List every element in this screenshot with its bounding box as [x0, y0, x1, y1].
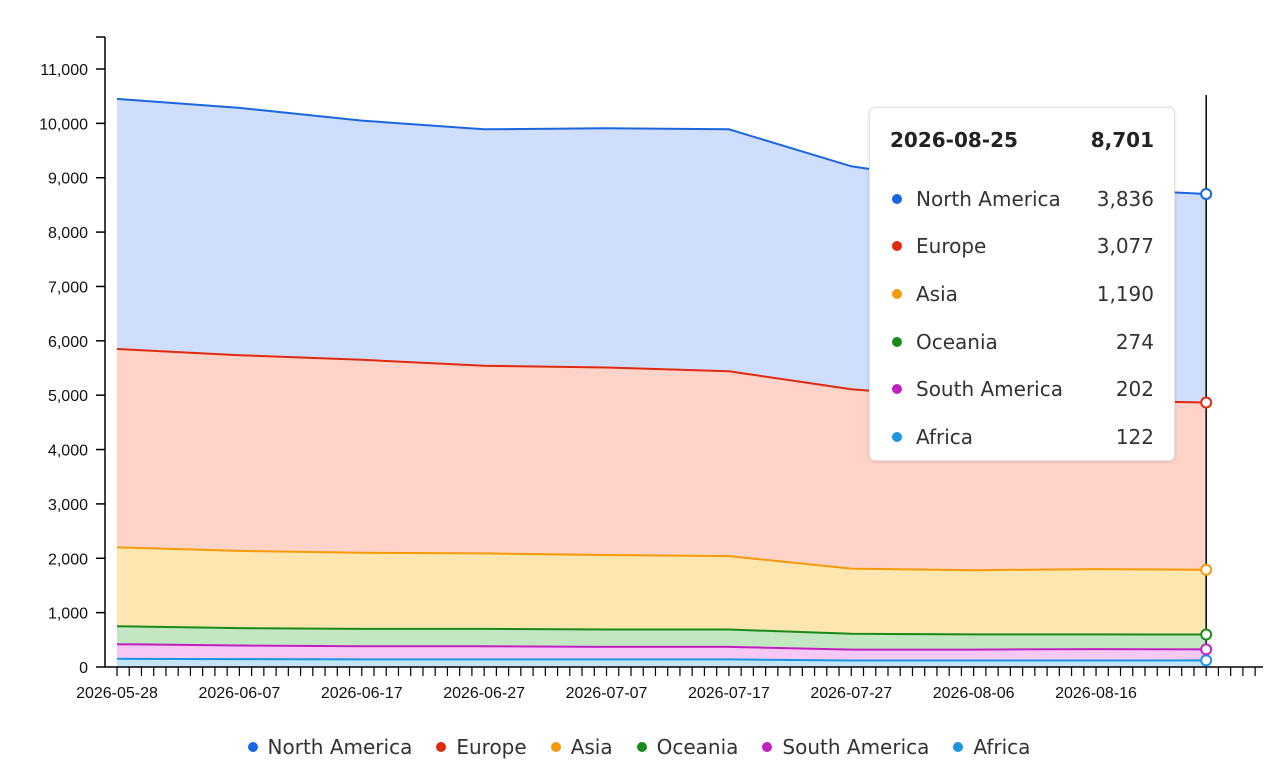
tooltip-series-name: South America	[916, 377, 1063, 402]
legend-dot-icon	[247, 742, 258, 752]
x-tick-label: 2026-08-16	[1055, 685, 1137, 702]
tooltip-row: Africa 122	[890, 413, 1154, 461]
y-tick-label: 7,000	[48, 279, 88, 296]
hover-point	[1200, 654, 1213, 667]
y-tick-label: 1,000	[48, 606, 88, 623]
x-tick-label: 2026-08-06	[933, 685, 1015, 702]
legend-item[interactable]: Europe	[436, 735, 527, 759]
y-tick-label: 9,000	[48, 171, 88, 188]
tooltip-row: North America 3,836	[890, 175, 1154, 223]
tooltip-rows: North America 3,836 Europe 3,077 Asia 1,190 Oc…	[890, 175, 1154, 461]
series-dot-icon	[892, 193, 902, 204]
area-asia	[117, 547, 1207, 635]
legend-dot-icon	[636, 742, 647, 752]
x-tick-label: 2026-06-17	[321, 685, 403, 702]
line-asia	[116, 546, 1207, 572]
tooltip-series-name: Oceania	[916, 329, 998, 354]
legend-dot-icon	[550, 742, 561, 752]
legend-item[interactable]: South America	[762, 735, 929, 759]
tooltip-series-value: 3,836	[1096, 186, 1154, 211]
hover-markers	[1200, 95, 1213, 667]
axes: 0 1,000 2,000 3,000 4,000 5,000 6,000 7,000 8,00…	[39, 36, 1263, 702]
x-tick-label: 2026-07-17	[688, 685, 770, 702]
y-tick-label: 5,000	[48, 388, 88, 405]
legend-dot-icon	[436, 742, 447, 752]
tooltip-series-value: 274	[1115, 329, 1154, 354]
y-tick-label: 0	[79, 660, 88, 677]
tooltip-row: Oceania 274	[890, 318, 1154, 366]
tooltip-series-name: Europe	[916, 234, 987, 259]
y-tick-label: 8,000	[48, 225, 88, 242]
legend-label: Oceania	[656, 735, 739, 759]
area-oceania	[117, 626, 1207, 650]
tooltip-total: 8,701	[1090, 128, 1154, 152]
x-tick-label: 2026-07-07	[566, 685, 648, 702]
hover-point	[1200, 187, 1213, 200]
tooltip-series-value: 3,077	[1096, 234, 1154, 259]
line-oceania	[116, 625, 1207, 636]
legend-item[interactable]: North America	[247, 735, 413, 759]
y-tick-label: 3,000	[48, 497, 88, 514]
tooltip-series-value: 1,190	[1096, 281, 1154, 306]
x-tick-label: 2026-07-27	[810, 685, 892, 702]
legend-item[interactable]: Africa	[953, 735, 1030, 759]
series-dot-icon	[892, 384, 902, 395]
legend-label: South America	[782, 735, 930, 759]
hover-point	[1200, 563, 1213, 576]
x-tick-label: 2026-05-28	[76, 685, 158, 702]
tooltip-row: Asia 1,190	[890, 270, 1154, 318]
y-tick-label: 4,000	[48, 443, 88, 460]
tooltip-series-name: North America	[916, 186, 1061, 211]
y-tick-label: 11,000	[40, 62, 88, 79]
legend-label: North America	[267, 735, 413, 759]
legend-dot-icon	[953, 742, 964, 752]
line-south-america	[116, 643, 1207, 651]
tooltip-row: South America 202	[890, 365, 1154, 413]
tooltip-series-name: Africa	[916, 424, 974, 449]
tooltip-series-value: 202	[1115, 377, 1154, 402]
series-dot-icon	[892, 241, 902, 252]
legend-dot-icon	[762, 742, 773, 752]
tooltip: 2026-08-25 8,701 North America 3,836 Europ…	[869, 107, 1175, 461]
tooltip-series-name: Asia	[916, 281, 958, 306]
y-tick-label: 2,000	[48, 551, 88, 568]
legend-item[interactable]: Asia	[550, 735, 613, 759]
legend-label: Europe	[456, 735, 527, 759]
x-tick-label: 2026-06-07	[198, 685, 280, 702]
y-tick-label: 6,000	[48, 334, 88, 351]
legend-item[interactable]: Oceania	[636, 735, 739, 759]
series-dot-icon	[892, 336, 902, 347]
hover-point	[1200, 643, 1213, 656]
legend-label: Asia	[570, 735, 613, 759]
hover-point	[1200, 628, 1213, 641]
tooltip-header: 2026-08-25 8,701	[890, 128, 1154, 156]
area-south-america	[117, 644, 1207, 661]
series-dot-icon	[892, 431, 902, 442]
hover-point	[1200, 396, 1213, 409]
tooltip-row: Europe 3,077	[890, 223, 1154, 271]
y-tick-label: 10,000	[39, 116, 88, 133]
legend-label: Africa	[973, 735, 1031, 759]
x-tick-label: 2026-06-27	[443, 685, 525, 702]
series-dot-icon	[892, 288, 902, 299]
line-africa	[116, 657, 1207, 662]
tooltip-date: 2026-08-25	[890, 128, 1018, 152]
legend: North America Europe Asia Oceania South Amer…	[0, 732, 1278, 762]
tooltip-series-value: 122	[1115, 424, 1154, 449]
